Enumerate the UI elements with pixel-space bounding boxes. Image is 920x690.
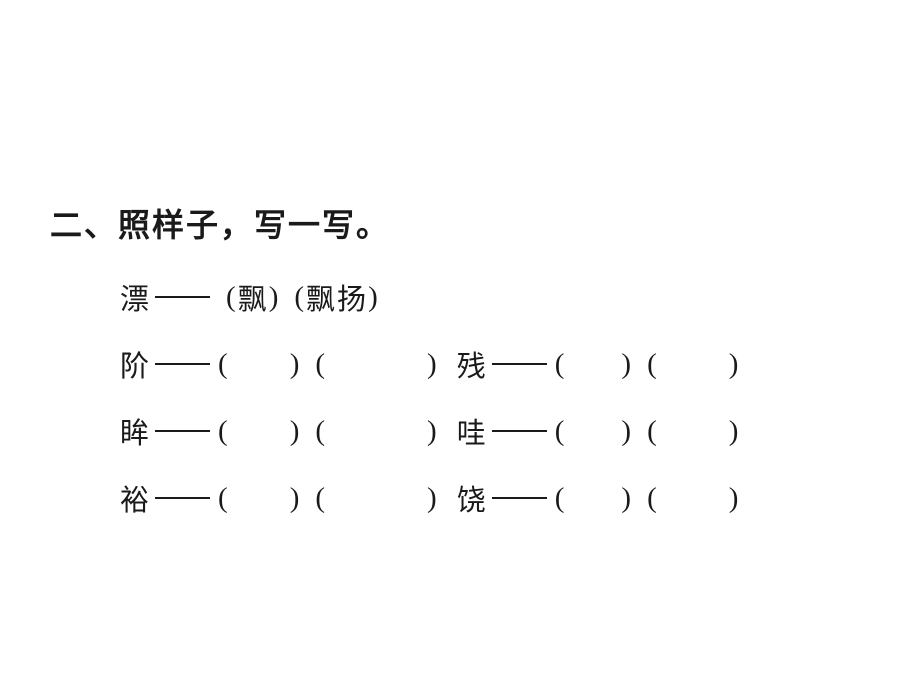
paren-close: ) bbox=[729, 415, 741, 448]
paren-close: ) bbox=[427, 415, 439, 448]
paren-close: ) bbox=[729, 348, 741, 381]
paren-open: ( bbox=[315, 415, 327, 448]
paren-open: ( bbox=[315, 482, 327, 515]
paren-close: ) bbox=[290, 415, 302, 448]
right-char: 残 bbox=[457, 343, 488, 385]
dash-line bbox=[492, 363, 547, 365]
section-number: 二、 bbox=[50, 207, 118, 243]
example-answer-char: 飘 bbox=[238, 276, 269, 318]
section-title: 二、照样子，写一写。 bbox=[50, 200, 870, 246]
dash-line bbox=[492, 430, 547, 432]
exercise-row: 眸 () () 哇 () () bbox=[120, 410, 870, 452]
left-char: 眸 bbox=[120, 410, 151, 452]
example-char: 漂 bbox=[120, 276, 151, 318]
paren-close: ) bbox=[427, 482, 439, 515]
paren-close: ) bbox=[368, 281, 380, 314]
exercise-content: 漂 (飘)(飘扬) 阶 ()() 残 ()() 眸 ()() 哇 ()() 裕 … bbox=[50, 276, 870, 519]
right-char: 哇 bbox=[457, 410, 488, 452]
exercise-row: 阶 () () 残 () () bbox=[120, 343, 870, 385]
left-char: 阶 bbox=[120, 343, 151, 385]
paren-close: ) bbox=[269, 281, 281, 314]
paren-close: ) bbox=[290, 482, 302, 515]
paren-close: ) bbox=[729, 482, 741, 515]
paren-open: ( bbox=[647, 482, 659, 515]
left-char: 裕 bbox=[120, 477, 151, 519]
paren-open: ( bbox=[555, 348, 567, 381]
exercise-row: 裕 () () 饶 () () bbox=[120, 477, 870, 519]
paren-open: ( bbox=[647, 348, 659, 381]
paren-open: ( bbox=[218, 348, 230, 381]
dash-line bbox=[155, 497, 210, 499]
right-char: 饶 bbox=[457, 477, 488, 519]
paren-open: ( bbox=[226, 281, 238, 314]
dash-line bbox=[492, 497, 547, 499]
section-heading: 照样子，写一写。 bbox=[118, 207, 390, 243]
paren-close: ) bbox=[427, 348, 439, 381]
paren-open: ( bbox=[555, 415, 567, 448]
paren-close: ) bbox=[621, 482, 633, 515]
paren-close: ) bbox=[290, 348, 302, 381]
paren-open: ( bbox=[218, 482, 230, 515]
paren-close: ) bbox=[621, 348, 633, 381]
paren-open: ( bbox=[315, 348, 327, 381]
paren-open: ( bbox=[647, 415, 659, 448]
dash-line bbox=[155, 296, 210, 298]
dash-line bbox=[155, 363, 210, 365]
example-answer-word: 飘扬 bbox=[306, 276, 368, 318]
dash-line bbox=[155, 430, 210, 432]
paren-open: ( bbox=[555, 482, 567, 515]
paren-open: ( bbox=[218, 415, 230, 448]
paren-open: ( bbox=[294, 281, 306, 314]
paren-close: ) bbox=[621, 415, 633, 448]
example-row: 漂 (飘)(飘扬) bbox=[120, 276, 870, 318]
